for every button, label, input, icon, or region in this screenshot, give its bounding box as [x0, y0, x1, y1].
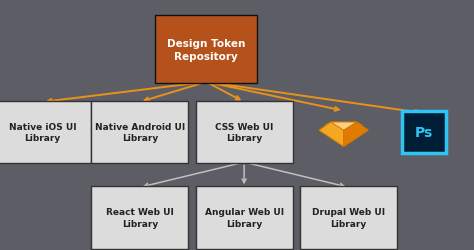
- FancyBboxPatch shape: [91, 186, 188, 249]
- Text: Angular Web UI
Library: Angular Web UI Library: [205, 207, 283, 228]
- Polygon shape: [319, 122, 344, 147]
- Text: React Web UI
Library: React Web UI Library: [106, 207, 174, 228]
- FancyBboxPatch shape: [155, 16, 257, 84]
- Text: CSS Web UI
Library: CSS Web UI Library: [215, 122, 273, 143]
- FancyBboxPatch shape: [0, 101, 91, 164]
- Text: Drupal Web UI
Library: Drupal Web UI Library: [312, 207, 385, 228]
- Polygon shape: [331, 122, 356, 131]
- FancyBboxPatch shape: [195, 101, 292, 164]
- Text: Native iOS UI
Library: Native iOS UI Library: [9, 122, 76, 143]
- Text: Design Token
Repository: Design Token Repository: [167, 38, 246, 62]
- FancyBboxPatch shape: [402, 112, 447, 154]
- Polygon shape: [344, 122, 368, 147]
- Text: Native Android UI
Library: Native Android UI Library: [95, 122, 185, 143]
- FancyBboxPatch shape: [91, 101, 188, 164]
- FancyBboxPatch shape: [300, 186, 397, 249]
- Text: Ps: Ps: [415, 126, 433, 140]
- Polygon shape: [325, 122, 363, 126]
- FancyBboxPatch shape: [195, 186, 292, 249]
- Polygon shape: [319, 122, 368, 147]
